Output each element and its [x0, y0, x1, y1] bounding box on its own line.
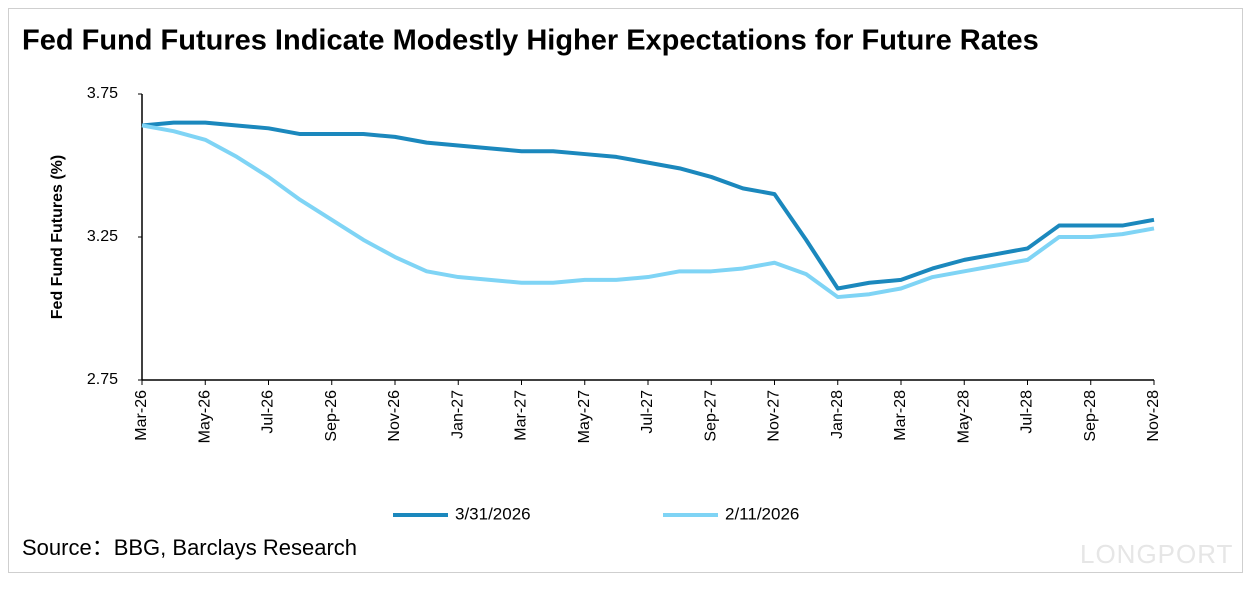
- x-tick-label: Nov-26: [386, 390, 403, 442]
- y-tick-label: 3.25: [87, 228, 118, 245]
- series-line: [141, 120, 1155, 291]
- x-tick-label: Jan-28: [829, 390, 846, 439]
- source: Source：BBG, Barclays Research: [22, 535, 357, 560]
- legend-label: 2/11/2026: [725, 504, 799, 523]
- x-tick-label: May-28: [955, 390, 972, 443]
- series-line: [141, 123, 1155, 300]
- x-tick-label: Jul-28: [1019, 390, 1036, 434]
- x-tick-label: May-26: [196, 390, 213, 443]
- x-tick-label: Mar-27: [513, 390, 530, 441]
- y-tick-label: 3.75: [87, 85, 118, 102]
- x-tick-label: Nov-27: [766, 390, 783, 442]
- frame: [8, 8, 1243, 573]
- y-tick-label: 2.75: [87, 371, 118, 388]
- chart-title: Fed Fund Futures Indicate Modestly Highe…: [22, 25, 1039, 57]
- legend-label: 3/31/2026: [455, 504, 531, 523]
- x-tick-label: Sep-28: [1082, 390, 1099, 442]
- x-tick-label: May-27: [576, 390, 593, 443]
- watermark: LONGPORT: [1080, 539, 1233, 569]
- y-axis-label: Fed Fund Futures (%): [49, 155, 66, 319]
- x-tick-label: Jul-26: [260, 390, 277, 434]
- x-tick-label: Jul-27: [639, 390, 656, 434]
- x-tick-label: Sep-27: [702, 390, 719, 442]
- x-tick-label: Nov-28: [1145, 390, 1162, 442]
- x-tick-label: Sep-26: [323, 390, 340, 442]
- x-tick-label: Mar-26: [133, 390, 150, 441]
- x-tick-label: Mar-28: [892, 390, 909, 441]
- x-tick-label: Jan-27: [449, 390, 466, 439]
